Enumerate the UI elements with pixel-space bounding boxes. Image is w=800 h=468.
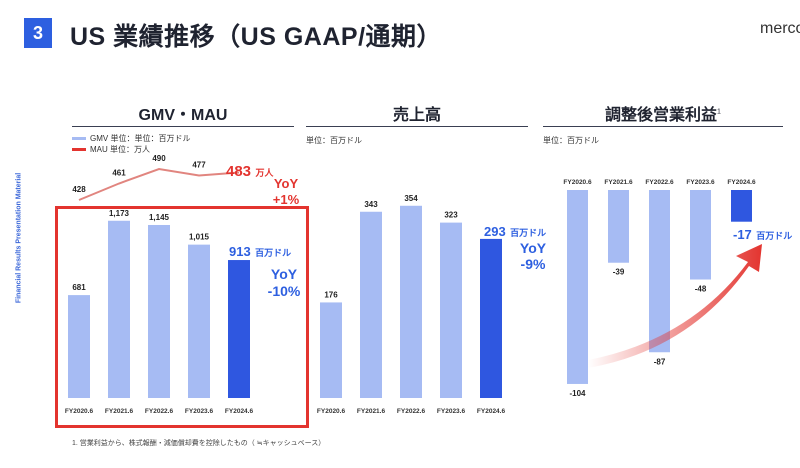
mau-highlight-unit: 万人 [255, 168, 274, 178]
mau-yoy-value: +1% [272, 192, 300, 207]
gmv-tick-label: FY2021.6 [105, 408, 134, 415]
legend-mau-label: MAU 単位：万人 [90, 145, 150, 154]
legend-mau: MAU 単位：万人 [72, 144, 150, 155]
gmv-tick-label: FY2022.6 [145, 408, 174, 415]
opincome-unit-label: 単位：百万ドル [543, 136, 599, 145]
gmv-tick-label: FY2020.6 [65, 408, 94, 415]
brand-logo: merco [760, 20, 800, 37]
revenue-yoy-label: YoY [519, 240, 547, 256]
gmv-chart: 681 FY2020.6 1,173 FY2021.6 1,145 FY2022.6 1,0… [65, 154, 254, 415]
revenue-value-label: 343 [364, 200, 378, 209]
mau-yoy: YoY +1% [268, 176, 304, 208]
opincome-value-label: -48 [695, 285, 707, 294]
mau-yoy-label: YoY [273, 176, 299, 191]
opincome-tick-label: FY2022.6 [645, 179, 674, 186]
gmv-bar [108, 220, 130, 398]
revenue-section-rule [306, 126, 528, 127]
gmv-bar [228, 260, 250, 398]
revenue-tick-label: FY2021.6 [357, 408, 386, 415]
opincome-highlight-callout: -17 百万ドル [733, 226, 792, 244]
opincome-bar [649, 190, 670, 353]
upward-trend-arrow [588, 244, 762, 368]
revenue-tick-label: FY2024.6 [477, 408, 506, 415]
opincome-highlight-value: -17 [733, 227, 752, 242]
revenue-tick-label: FY2023.6 [437, 408, 466, 415]
revenue-bar [440, 222, 462, 398]
revenue-value-label: 323 [444, 211, 458, 220]
gmv-tick-label: FY2024.6 [225, 408, 254, 415]
opincome-bar [731, 190, 752, 222]
opincome-value-label: -39 [613, 268, 625, 277]
revenue-chart: 176 FY2020.6 343 FY2021.6 354 FY2022.6 323 FY20… [317, 194, 506, 415]
gmv-bar [188, 244, 210, 398]
opincome-tick-label: FY2024.6 [727, 179, 756, 186]
opincome-highlight-unit: 百万ドル [756, 231, 793, 241]
gmv-highlight-unit: 百万ドル [255, 248, 292, 258]
gmv-yoy-value: -10% [267, 283, 301, 299]
gmv-bar [148, 224, 170, 398]
legend-gmv-swatch [72, 137, 86, 140]
gmv-highlight-callout: 913 百万ドル [229, 243, 291, 261]
mau-value-label: 461 [112, 169, 126, 178]
revenue-bar [480, 238, 502, 398]
gmv-value-label: 681 [72, 283, 86, 292]
gmv-value-label: 1,015 [189, 233, 210, 242]
opincome-section-rule [543, 126, 783, 127]
revenue-highlight-value: 293 [484, 224, 506, 239]
mau-value-label: 477 [192, 161, 206, 170]
revenue-tick-label: FY2020.6 [317, 408, 346, 415]
revenue-highlight-unit: 百万ドル [510, 228, 547, 238]
legend-mau-swatch [72, 148, 86, 151]
highlight-frame [55, 206, 309, 428]
gmv-bar [68, 295, 90, 398]
gmv-highlight-value: 913 [229, 244, 251, 259]
revenue-value-label: 176 [324, 290, 338, 299]
opincome-value-label: -104 [569, 389, 586, 398]
opincome-section-title: 調整後営業利益1 [543, 101, 783, 125]
opincome-bar [690, 190, 711, 280]
mau-highlight-value: 483 [226, 163, 252, 180]
opincome-tick-label: FY2020.6 [563, 179, 592, 186]
mau-highlight-callout: 483 万人 [226, 163, 274, 181]
opincome-bar [608, 190, 629, 263]
revenue-tick-label: FY2022.6 [397, 408, 426, 415]
gmv-tick-label: FY2023.6 [185, 408, 214, 415]
gmv-yoy-label: YoY [270, 266, 298, 282]
opincome-chart: FY2020.6 -104 FY2021.6 -39 FY2022.6 -87 FY2023… [563, 179, 756, 398]
gmv-section-rule [72, 126, 294, 127]
revenue-bar [320, 302, 342, 398]
gmv-value-label: 1,145 [149, 213, 170, 222]
revenue-value-label: 354 [404, 194, 418, 203]
opincome-footnote-marker: 1 [717, 108, 721, 116]
mau-line [78, 167, 240, 201]
revenue-yoy-value: -9% [520, 256, 546, 272]
revenue-highlight-callout: 293 百万ドル [484, 223, 546, 241]
opincome-tick-label: FY2023.6 [686, 179, 715, 186]
gmv-yoy: YoY -10% [262, 266, 306, 300]
revenue-yoy: YoY -9% [512, 240, 554, 272]
gmv-section-title: GMV・MAU [138, 107, 228, 124]
revenue-section-title: 売上高 [392, 107, 441, 124]
opincome-title-text: 調整後営業利益 [605, 107, 718, 124]
mau-value-label: 428 [72, 185, 86, 194]
gmv-value-label: 1,173 [109, 209, 130, 218]
legend-gmv: GMV 単位：単位：百万ドル [72, 133, 190, 144]
revenue-bar [360, 211, 382, 398]
footnote: 1. 営業利益から、株式報酬・減価償却費を控除したもの（ ≒キャッシュベース） [72, 440, 326, 447]
legend-gmv-label: GMV 単位：単位：百万ドル [90, 134, 191, 143]
opincome-value-label: -87 [654, 357, 666, 366]
mau-value-label: 490 [152, 154, 166, 163]
revenue-unit-label: 単位：百万ドル [306, 136, 362, 145]
revenue-bar [400, 205, 422, 398]
section-number-badge: 3 [24, 18, 52, 48]
page-title: US 業績推移（US GAAP/通期） [70, 23, 443, 51]
opincome-bar [567, 190, 588, 384]
opincome-tick-label: FY2021.6 [604, 179, 633, 186]
